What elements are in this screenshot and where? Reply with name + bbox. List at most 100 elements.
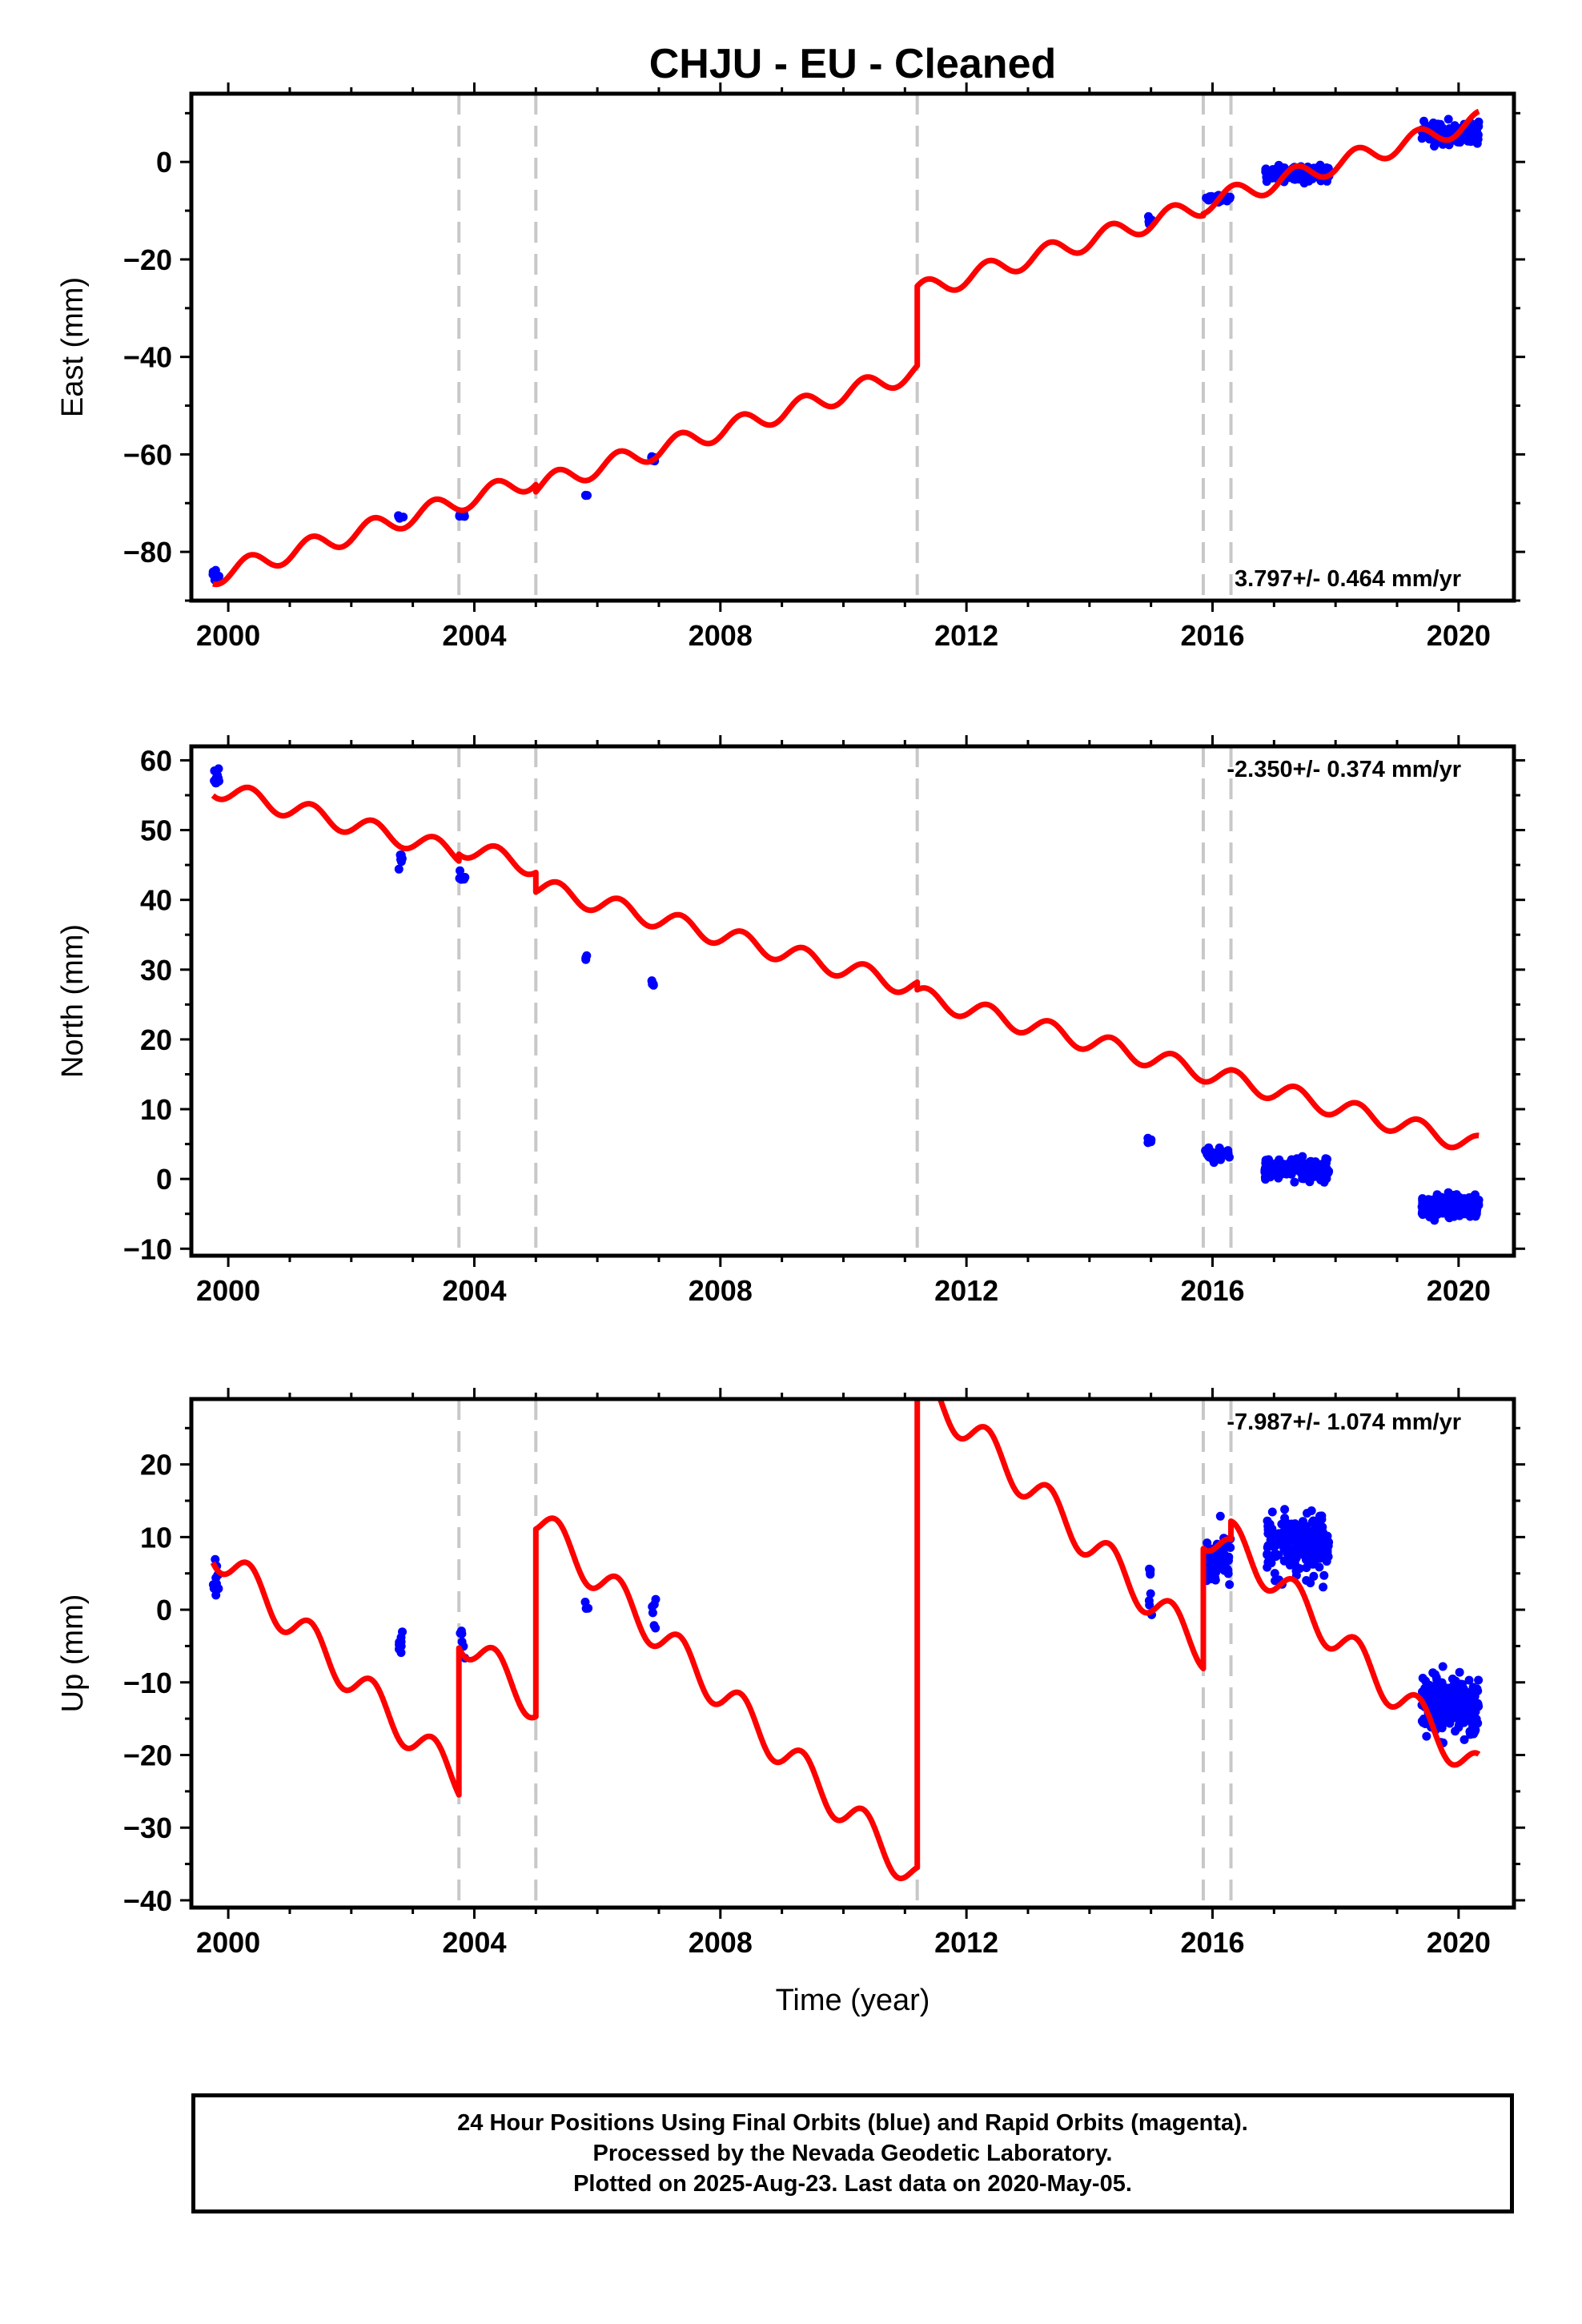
data-point (1260, 1166, 1270, 1176)
data-point (456, 866, 464, 875)
data-point (1312, 1171, 1322, 1180)
data-point (1449, 1690, 1459, 1699)
y-tick-label: 20 (140, 1449, 172, 1482)
data-point (1443, 115, 1453, 124)
data-point (1223, 1542, 1232, 1551)
data-point (211, 1554, 220, 1564)
y-tick-label: −40 (123, 341, 172, 374)
data-point (457, 1629, 467, 1638)
data-point (1212, 1554, 1222, 1564)
data-point (1460, 1735, 1469, 1744)
data-point (1470, 1703, 1480, 1713)
data-point (1267, 167, 1277, 177)
data-point (1309, 1571, 1319, 1581)
y-tick-label: −10 (123, 1667, 172, 1699)
data-point (1294, 1522, 1303, 1531)
data-point (1456, 1710, 1465, 1719)
data-point (1427, 1688, 1436, 1698)
data-point (1263, 1558, 1273, 1567)
data-point (647, 976, 656, 986)
y-tick-label: −20 (123, 243, 172, 276)
data-point (1463, 1715, 1472, 1725)
data-point (1418, 1687, 1427, 1697)
y-tick-label: −40 (123, 1884, 172, 1917)
data-point (1202, 193, 1211, 203)
plot-frame (189, 744, 1516, 1258)
panel-east: 2000 2004 2008 2012 2016 2020 −80 −60 −40 −20 0 Eas… (56, 82, 1525, 652)
data-point (1437, 1723, 1447, 1733)
data-point (1442, 1208, 1452, 1217)
data-point (1428, 1668, 1438, 1678)
data-point (1319, 1538, 1329, 1547)
y-tick-label: −80 (123, 536, 172, 569)
data-point (395, 1638, 404, 1647)
data-point (1309, 1546, 1319, 1556)
footer-line-3: Plotted on 2025-Aug-23. Last data on 202… (573, 2171, 1132, 2197)
data-point (1271, 1576, 1280, 1586)
data-point (1146, 1589, 1155, 1598)
y-tick-label: −10 (123, 1232, 172, 1265)
x-tick-label: 2012 (934, 1274, 998, 1307)
data-point (396, 1648, 406, 1658)
data-point (1321, 1154, 1331, 1164)
data-point (1268, 1163, 1278, 1172)
data-point (1299, 1533, 1308, 1542)
data-point (1146, 1565, 1155, 1574)
data-point (1319, 1582, 1328, 1592)
y-tick-label: 20 (140, 1023, 172, 1056)
x-tick-label: 2000 (196, 1274, 260, 1307)
data-point (651, 1594, 661, 1604)
data-point (1451, 1676, 1460, 1686)
data-point (1282, 1555, 1291, 1565)
y-tick-label: 40 (140, 884, 172, 917)
x-tick-label: 2004 (442, 619, 506, 652)
data-point (1442, 1690, 1452, 1699)
x-tick-label: 2008 (689, 619, 753, 652)
data-point (1211, 1567, 1221, 1577)
data-point (1431, 1206, 1441, 1216)
data-point (1474, 1675, 1484, 1685)
data-point (1267, 1507, 1277, 1517)
data-point (1215, 1511, 1225, 1521)
data-point (1319, 1570, 1329, 1580)
data-point (1322, 1174, 1331, 1184)
y-axis-label: North (mm) (56, 924, 90, 1078)
data-point (1449, 1207, 1459, 1216)
data-point (1462, 1202, 1471, 1212)
plot-frame (189, 1397, 1516, 1910)
data-point (1291, 1555, 1300, 1565)
y-tick-label: 30 (140, 954, 172, 987)
data-point (1270, 1569, 1279, 1578)
chart-title: CHJU - EU - Cleaned (649, 41, 1057, 87)
footer-line-2: Processed by the Nevada Geodetic Laborat… (592, 2141, 1113, 2166)
y-tick-label: −60 (123, 438, 172, 471)
data-point (1298, 1546, 1307, 1556)
velocity-rate-label: -2.350+/- 0.374 mm/yr (1227, 757, 1461, 782)
panel-up: 2000 2004 2008 2012 2016 2020 −40 −30 −20 −10 0 10 2… (56, 1388, 1525, 2017)
data-point (1438, 1662, 1447, 1671)
data-point (1319, 1164, 1328, 1174)
y-tick-label: 10 (140, 1521, 172, 1554)
data-point (1282, 1531, 1291, 1541)
data-point (1271, 1552, 1281, 1562)
data-point (1451, 1195, 1460, 1204)
velocity-rate-label: -7.987+/- 1.074 mm/yr (1227, 1409, 1461, 1435)
x-tick-label: 2012 (934, 619, 998, 652)
data-point (1223, 1564, 1232, 1574)
data-point (1145, 1600, 1154, 1610)
x-tick-label: 2000 (196, 1926, 260, 1959)
x-tick-label: 2004 (442, 1274, 506, 1307)
data-point (1267, 1524, 1277, 1534)
data-point (1431, 1194, 1440, 1204)
data-point (1430, 1696, 1439, 1706)
velocity-rate-label: 3.797+/- 0.464 mm/yr (1235, 566, 1461, 592)
x-tick-label: 2012 (934, 1926, 998, 1959)
y-tick-label: 0 (156, 146, 172, 179)
plot-frame (189, 91, 1516, 603)
x-tick-label: 2008 (689, 1926, 753, 1959)
data-point (581, 491, 591, 501)
data-point (1223, 1150, 1232, 1160)
data-point (1421, 1676, 1431, 1686)
x-tick-label: 2020 (1427, 619, 1491, 652)
